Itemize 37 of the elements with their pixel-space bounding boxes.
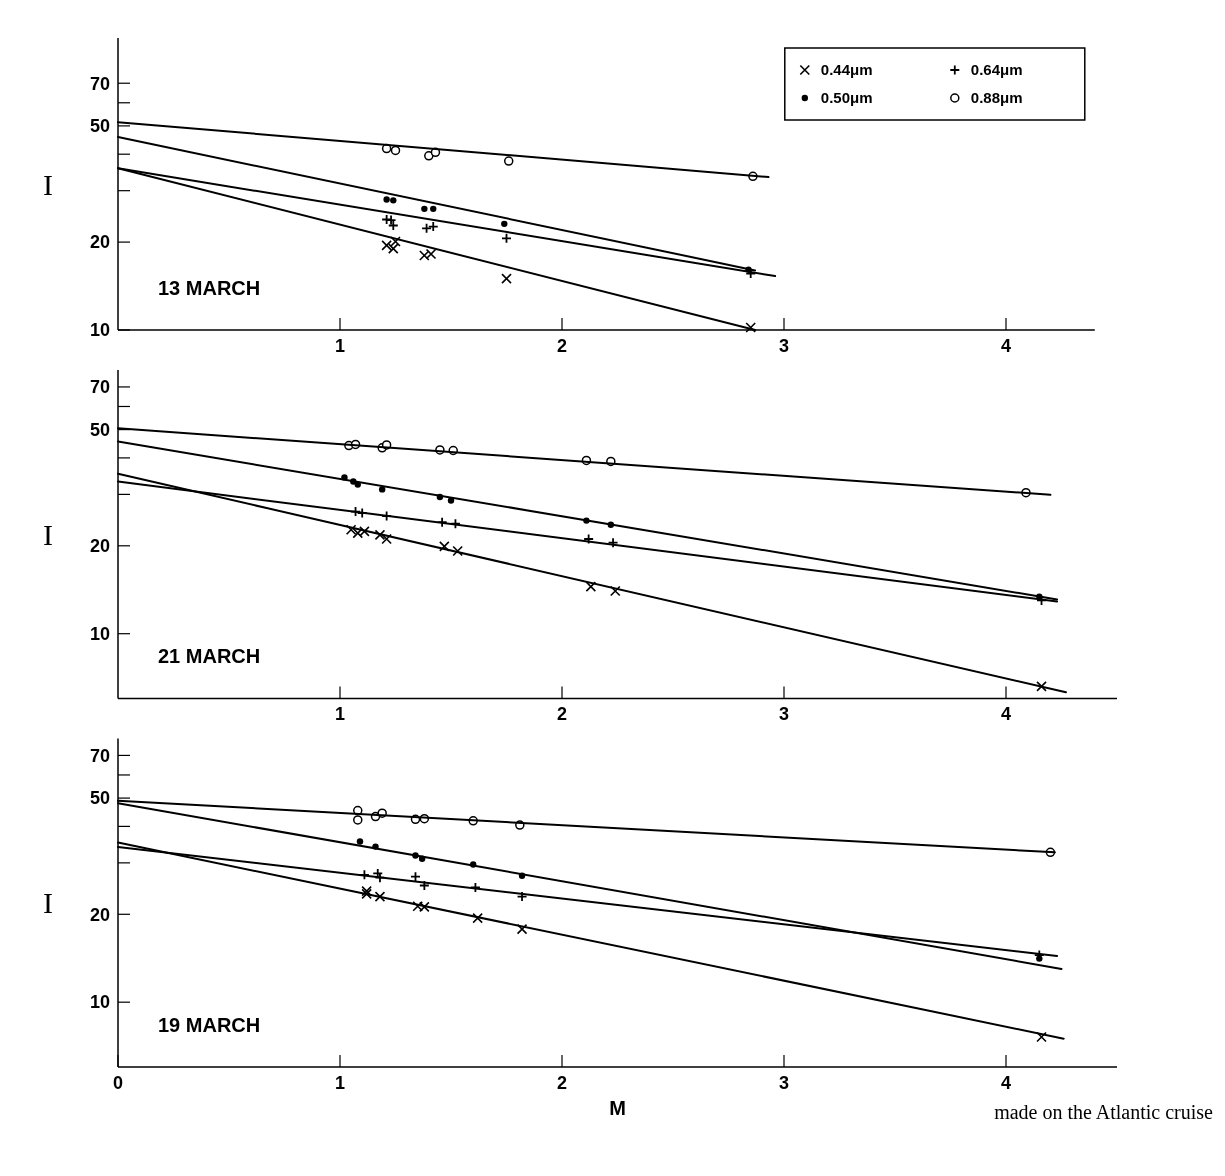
x-tick-label: 0: [112, 1072, 124, 1093]
x-tick-label: 2: [556, 704, 568, 725]
y-axis-title: I: [43, 167, 53, 201]
x-tick-label: 4: [1000, 1072, 1012, 1093]
text: 13 MARCH: [158, 277, 261, 299]
x-tick-label: 2: [556, 1072, 568, 1093]
text: 21 MARCH: [158, 645, 261, 668]
y-tick-label: 50: [89, 419, 110, 440]
y-axis-title: I: [43, 517, 53, 551]
y-tick-label: 20: [89, 536, 110, 557]
y-tick-label: 20: [89, 904, 110, 925]
x-tick-label: 3: [778, 1072, 790, 1093]
x-axis-title: M: [609, 1096, 626, 1119]
x-tick-label: 3: [778, 336, 790, 356]
y-tick-label: 10: [89, 992, 110, 1013]
x-tick-label: 1: [334, 1072, 346, 1093]
y-axis-title: I: [43, 886, 53, 920]
legend-label: 0.64μm: [970, 61, 1023, 78]
y-tick-label: 50: [89, 788, 110, 809]
y-tick-label: 70: [89, 73, 110, 94]
x-tick-label: 3: [778, 704, 790, 725]
legend-label: 0.44μm: [820, 61, 873, 78]
y-tick-label: 20: [89, 232, 110, 253]
y-tick-label: 10: [89, 624, 110, 644]
x-tick-label: 2: [556, 336, 568, 356]
y-tick-label: 50: [89, 116, 110, 137]
x-tick-label: 4: [1000, 704, 1012, 725]
y-tick-label: 10: [89, 320, 110, 341]
text: made on the Atlantic cruise: [994, 1100, 1214, 1123]
legend-label: 0.50μm: [820, 89, 873, 106]
x-tick-label: 1: [334, 704, 346, 725]
x-tick-label: 4: [1000, 336, 1012, 356]
y-tick-label: 70: [89, 377, 110, 398]
text: 19 MARCH: [158, 1013, 261, 1036]
x-tick-label: 1: [334, 336, 346, 356]
legend-label: 0.88μm: [970, 89, 1023, 106]
y-tick-label: 70: [89, 745, 110, 766]
